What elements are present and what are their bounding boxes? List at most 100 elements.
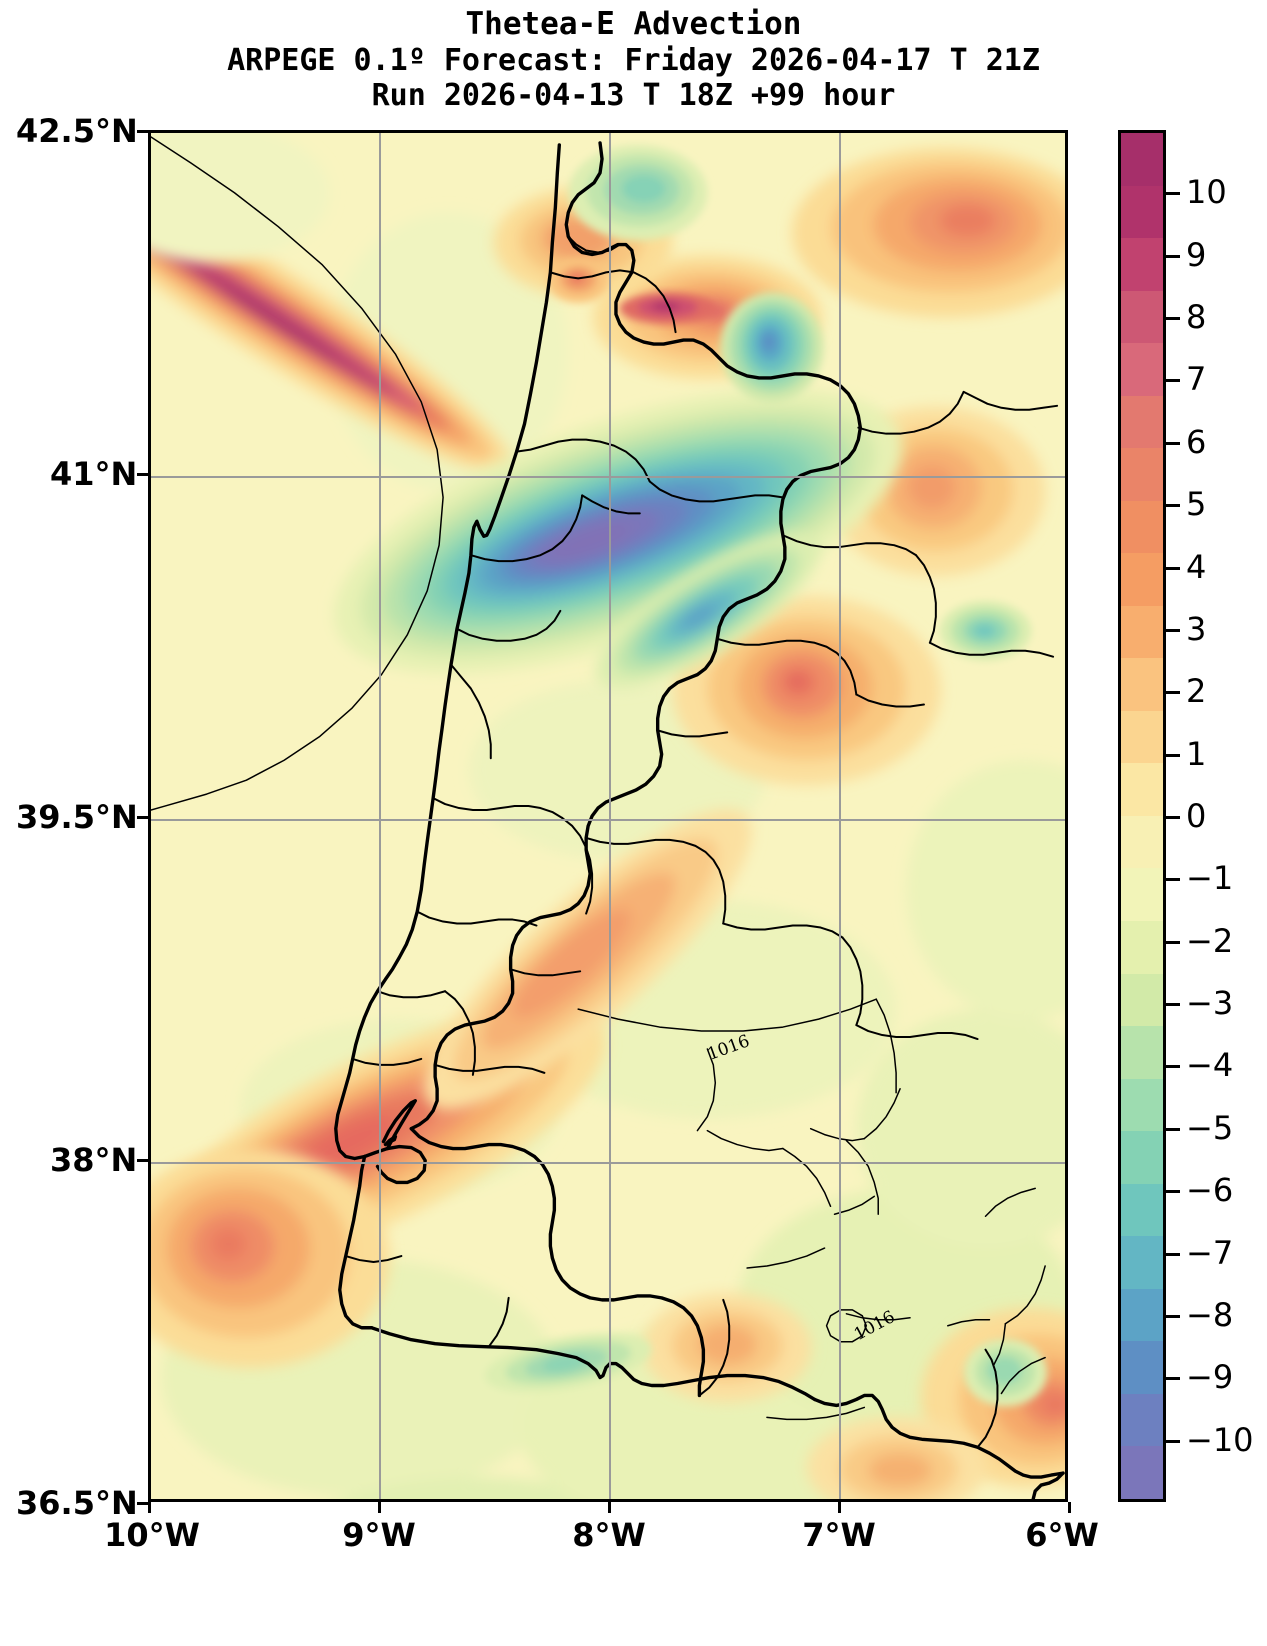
ytick-label-425n: 42.5°N [16,112,138,150]
colorbar[interactable] [1118,130,1166,1502]
colorbar-band [1121,920,1163,974]
colorbar-band [1121,973,1163,1027]
colorbar-tick-label: −3 [1186,984,1234,1023]
xtick-mark-7w [838,1502,841,1513]
chart-title-block: Thetea-E Advection ARPEGE 0.1º Forecast:… [0,0,1267,113]
colorbar-tick-label: 1 [1186,734,1207,773]
colorbar-tick-mark [1166,878,1180,882]
xtick-label-7w: 7°W [802,1516,876,1554]
colorbar-tick-mark [1166,1190,1180,1194]
colorbar-tick-label: 10 [1186,173,1227,212]
colorbar-tick-mark [1166,254,1180,258]
xtick-label-6w: 6°W [1025,1516,1099,1554]
gridline-lat-38n [151,1162,1065,1164]
ytick-label-395n: 39.5°N [16,798,138,836]
gridline-lat-41n [151,476,1065,478]
xtick-label-10w: 10°W [104,1516,200,1554]
colorbar-band [1121,500,1163,554]
colorbar-tick-mark [1166,816,1180,819]
colorbar-tick-label: −5 [1186,1108,1234,1147]
colorbar-tick-label: 6 [1186,422,1207,461]
xtick-label-8w: 8°W [572,1516,646,1554]
colorbar-band [1121,1131,1163,1184]
colorbar-band [1121,605,1163,659]
gridline-lon-8w [609,133,611,1499]
colorbar-tick-label: 7 [1186,360,1207,399]
colorbar-band [1121,133,1163,186]
colorbar-band [1121,763,1163,816]
gridline-lon-9w [379,133,381,1499]
colorbar-band [1121,658,1163,711]
colorbar-tick-label: −1 [1186,859,1234,898]
colorbar-tick-label: 4 [1186,547,1207,586]
ytick-mark-425n [137,130,148,133]
colorbar-tick-label: −4 [1186,1046,1234,1085]
colorbar-band [1121,290,1163,344]
colorbar-tick-mark [1166,1314,1180,1318]
map-plot-area[interactable]: 1016 1016 [148,130,1068,1502]
colorbar-tick-mark [1166,753,1180,757]
colorbar-band [1121,185,1163,239]
gridline-lon-7w [839,133,841,1499]
colorbar-tick-label: −7 [1186,1233,1234,1272]
chart-title: Thetea-E Advection [465,6,802,42]
colorbar-tick-label: 3 [1186,609,1207,648]
colorbar-band [1121,1393,1163,1447]
colorbar-tick-label: −10 [1186,1420,1254,1459]
colorbar-tick-label: 8 [1186,298,1207,337]
colorbar-tick-mark [1166,379,1180,383]
colorbar-tick-mark [1166,1252,1180,1256]
xtick-label-9w: 9°W [342,1516,416,1554]
colorbar-tick-mark [1166,940,1180,944]
colorbar-tick-mark [1166,1439,1180,1443]
colorbar-band [1121,710,1163,764]
colorbar-tick-label: −9 [1186,1358,1234,1397]
ytick-mark-41n [137,473,148,476]
colorbar-band [1121,1446,1163,1499]
colorbar-tick-mark [1166,691,1180,695]
ytick-mark-38n [137,1159,148,1162]
colorbar-band [1121,1288,1163,1342]
colorbar-tick-label: −6 [1186,1171,1234,1210]
colorbar-tick-mark [1166,1065,1180,1069]
colorbar-tick-mark [1166,192,1180,196]
colorbar-tick-mark [1166,628,1180,632]
colorbar-tick-mark [1166,1377,1180,1381]
colorbar-tick-mark [1166,1003,1180,1007]
colorbar-band [1121,343,1163,396]
ytick-mark-365n [137,1502,148,1505]
colorbar-tick-label: 5 [1186,485,1207,524]
ytick-mark-395n [137,816,148,819]
colorbar-band [1121,1236,1163,1289]
xtick-mark-6w [1068,1502,1071,1513]
chart-subtitle-forecast: ARPEGE 0.1º Forecast: Friday 2026-04-17 … [227,42,1040,78]
colorbar-tick-mark [1166,317,1180,321]
colorbar-band [1121,448,1163,501]
colorbar-band [1121,1078,1163,1132]
colorbar-band [1121,1341,1163,1394]
colorbar-band [1121,868,1163,921]
colorbar-tick-mark [1166,504,1180,508]
colorbar-tick-mark [1166,1127,1180,1131]
ytick-label-38n: 38°N [50,1141,138,1179]
colorbar-band [1121,815,1163,869]
colorbar-tick-label: 0 [1186,797,1207,835]
colorbar-tick-label: 9 [1186,235,1207,274]
chart-subtitle-run: Run 2026-04-13 T 18Z +99 hour [371,77,896,113]
colorbar-band [1121,553,1163,606]
ytick-label-365n: 36.5°N [16,1484,138,1522]
xtick-mark-8w [608,1502,611,1513]
colorbar-band [1121,1183,1163,1237]
xtick-mark-10w [148,1502,151,1513]
colorbar-tick-label: −2 [1186,921,1234,960]
ytick-label-41n: 41°N [50,455,138,493]
colorbar-tick-mark [1166,566,1180,570]
colorbar-band [1121,238,1163,291]
colorbar-tick-label: −8 [1186,1295,1234,1334]
gridline-lat-395n [151,819,1065,821]
xtick-mark-9w [378,1502,381,1513]
colorbar-tick-label: 2 [1186,672,1207,711]
colorbar-band [1121,395,1163,449]
contour-field [151,133,1065,1499]
